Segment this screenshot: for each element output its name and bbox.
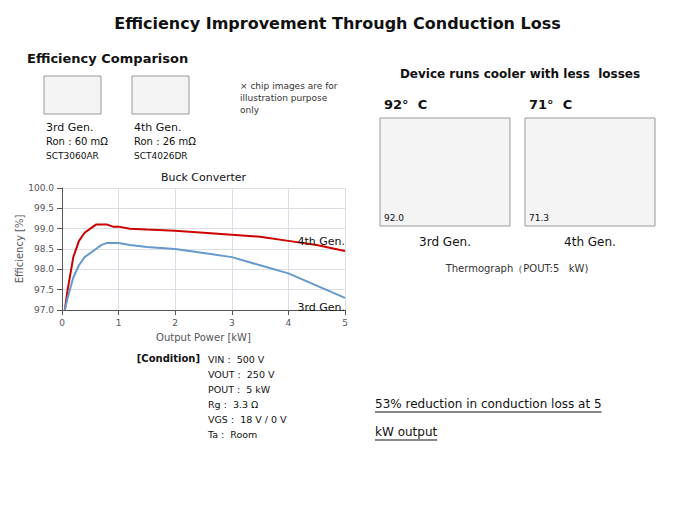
svg-text:1: 1 (116, 318, 122, 328)
svg-text:SCT3060AR: SCT3060AR (46, 151, 99, 161)
svg-text:53% reduction in conduction lo: 53% reduction in conduction loss at 5 (375, 397, 602, 411)
svg-text:71° C: 71° C (529, 97, 572, 112)
svg-text:3rd Gen.: 3rd Gen. (297, 301, 345, 314)
svg-text:71.3: 71.3 (529, 213, 549, 223)
svg-text:VIN : 500 V: VIN : 500 V (208, 354, 265, 365)
svg-text:Buck Converter: Buck Converter (161, 171, 247, 184)
svg-text:Ron : 26 mΩ: Ron : 26 mΩ (134, 136, 196, 147)
svg-text:3rd Gen.: 3rd Gen. (46, 121, 94, 134)
svg-text:4: 4 (286, 318, 292, 328)
svg-text:Efficiency [%]: Efficiency [%] (14, 215, 25, 284)
svg-text:SCT4026DR: SCT4026DR (134, 151, 188, 161)
svg-text:100.0: 100.0 (28, 183, 54, 193)
svg-text:illustration purpose: illustration purpose (240, 93, 328, 103)
svg-text:Efficiency Comparison: Efficiency Comparison (27, 51, 188, 66)
svg-text:Output Power [kW]: Output Power [kW] (156, 332, 251, 343)
svg-text:98.0: 98.0 (34, 264, 54, 274)
svg-text:0: 0 (59, 318, 65, 328)
svg-text:97.5: 97.5 (34, 285, 54, 295)
svg-text:only: only (240, 105, 260, 115)
svg-text:4th Gen.: 4th Gen. (564, 235, 616, 249)
svg-text:3: 3 (229, 318, 235, 328)
svg-text:4th Gen.: 4th Gen. (134, 121, 182, 134)
svg-text:Rg : 3.3 Ω: Rg : 3.3 Ω (208, 399, 258, 410)
svg-text:VGS : 18 V / 0 V: VGS : 18 V / 0 V (208, 414, 287, 425)
svg-text:Ta : Room: Ta : Room (207, 429, 257, 440)
svg-text:× chip images are for: × chip images are for (240, 81, 338, 91)
svg-text:98.5: 98.5 (34, 244, 54, 254)
svg-text:3rd Gen.: 3rd Gen. (419, 235, 471, 249)
svg-text:[Condition]: [Condition] (137, 353, 200, 364)
svg-text:Ron : 60 mΩ: Ron : 60 mΩ (46, 136, 108, 147)
svg-text:VOUT : 250 V: VOUT : 250 V (208, 369, 275, 380)
svg-text:Device runs cooler with less: Device runs cooler with less losses (400, 67, 640, 81)
svg-text:kW output: kW output (375, 425, 438, 439)
svg-text:Efficiency Improvement Through: Efficiency Improvement Through Conductio… (114, 14, 561, 33)
svg-text:Thermograph（POUT:5 kW): Thermograph（POUT:5 kW) (445, 263, 589, 274)
svg-text:99.5: 99.5 (34, 203, 54, 213)
svg-text:92° C: 92° C (384, 97, 427, 112)
svg-text:4th Gen.: 4th Gen. (297, 235, 345, 248)
svg-text:5: 5 (342, 318, 348, 328)
svg-text:2: 2 (172, 318, 178, 328)
svg-text:POUT : 5 kW: POUT : 5 kW (208, 384, 271, 395)
svg-text:92.0: 92.0 (384, 213, 404, 223)
svg-text:99.0: 99.0 (34, 224, 54, 234)
svg-text:97.0: 97.0 (34, 305, 54, 315)
